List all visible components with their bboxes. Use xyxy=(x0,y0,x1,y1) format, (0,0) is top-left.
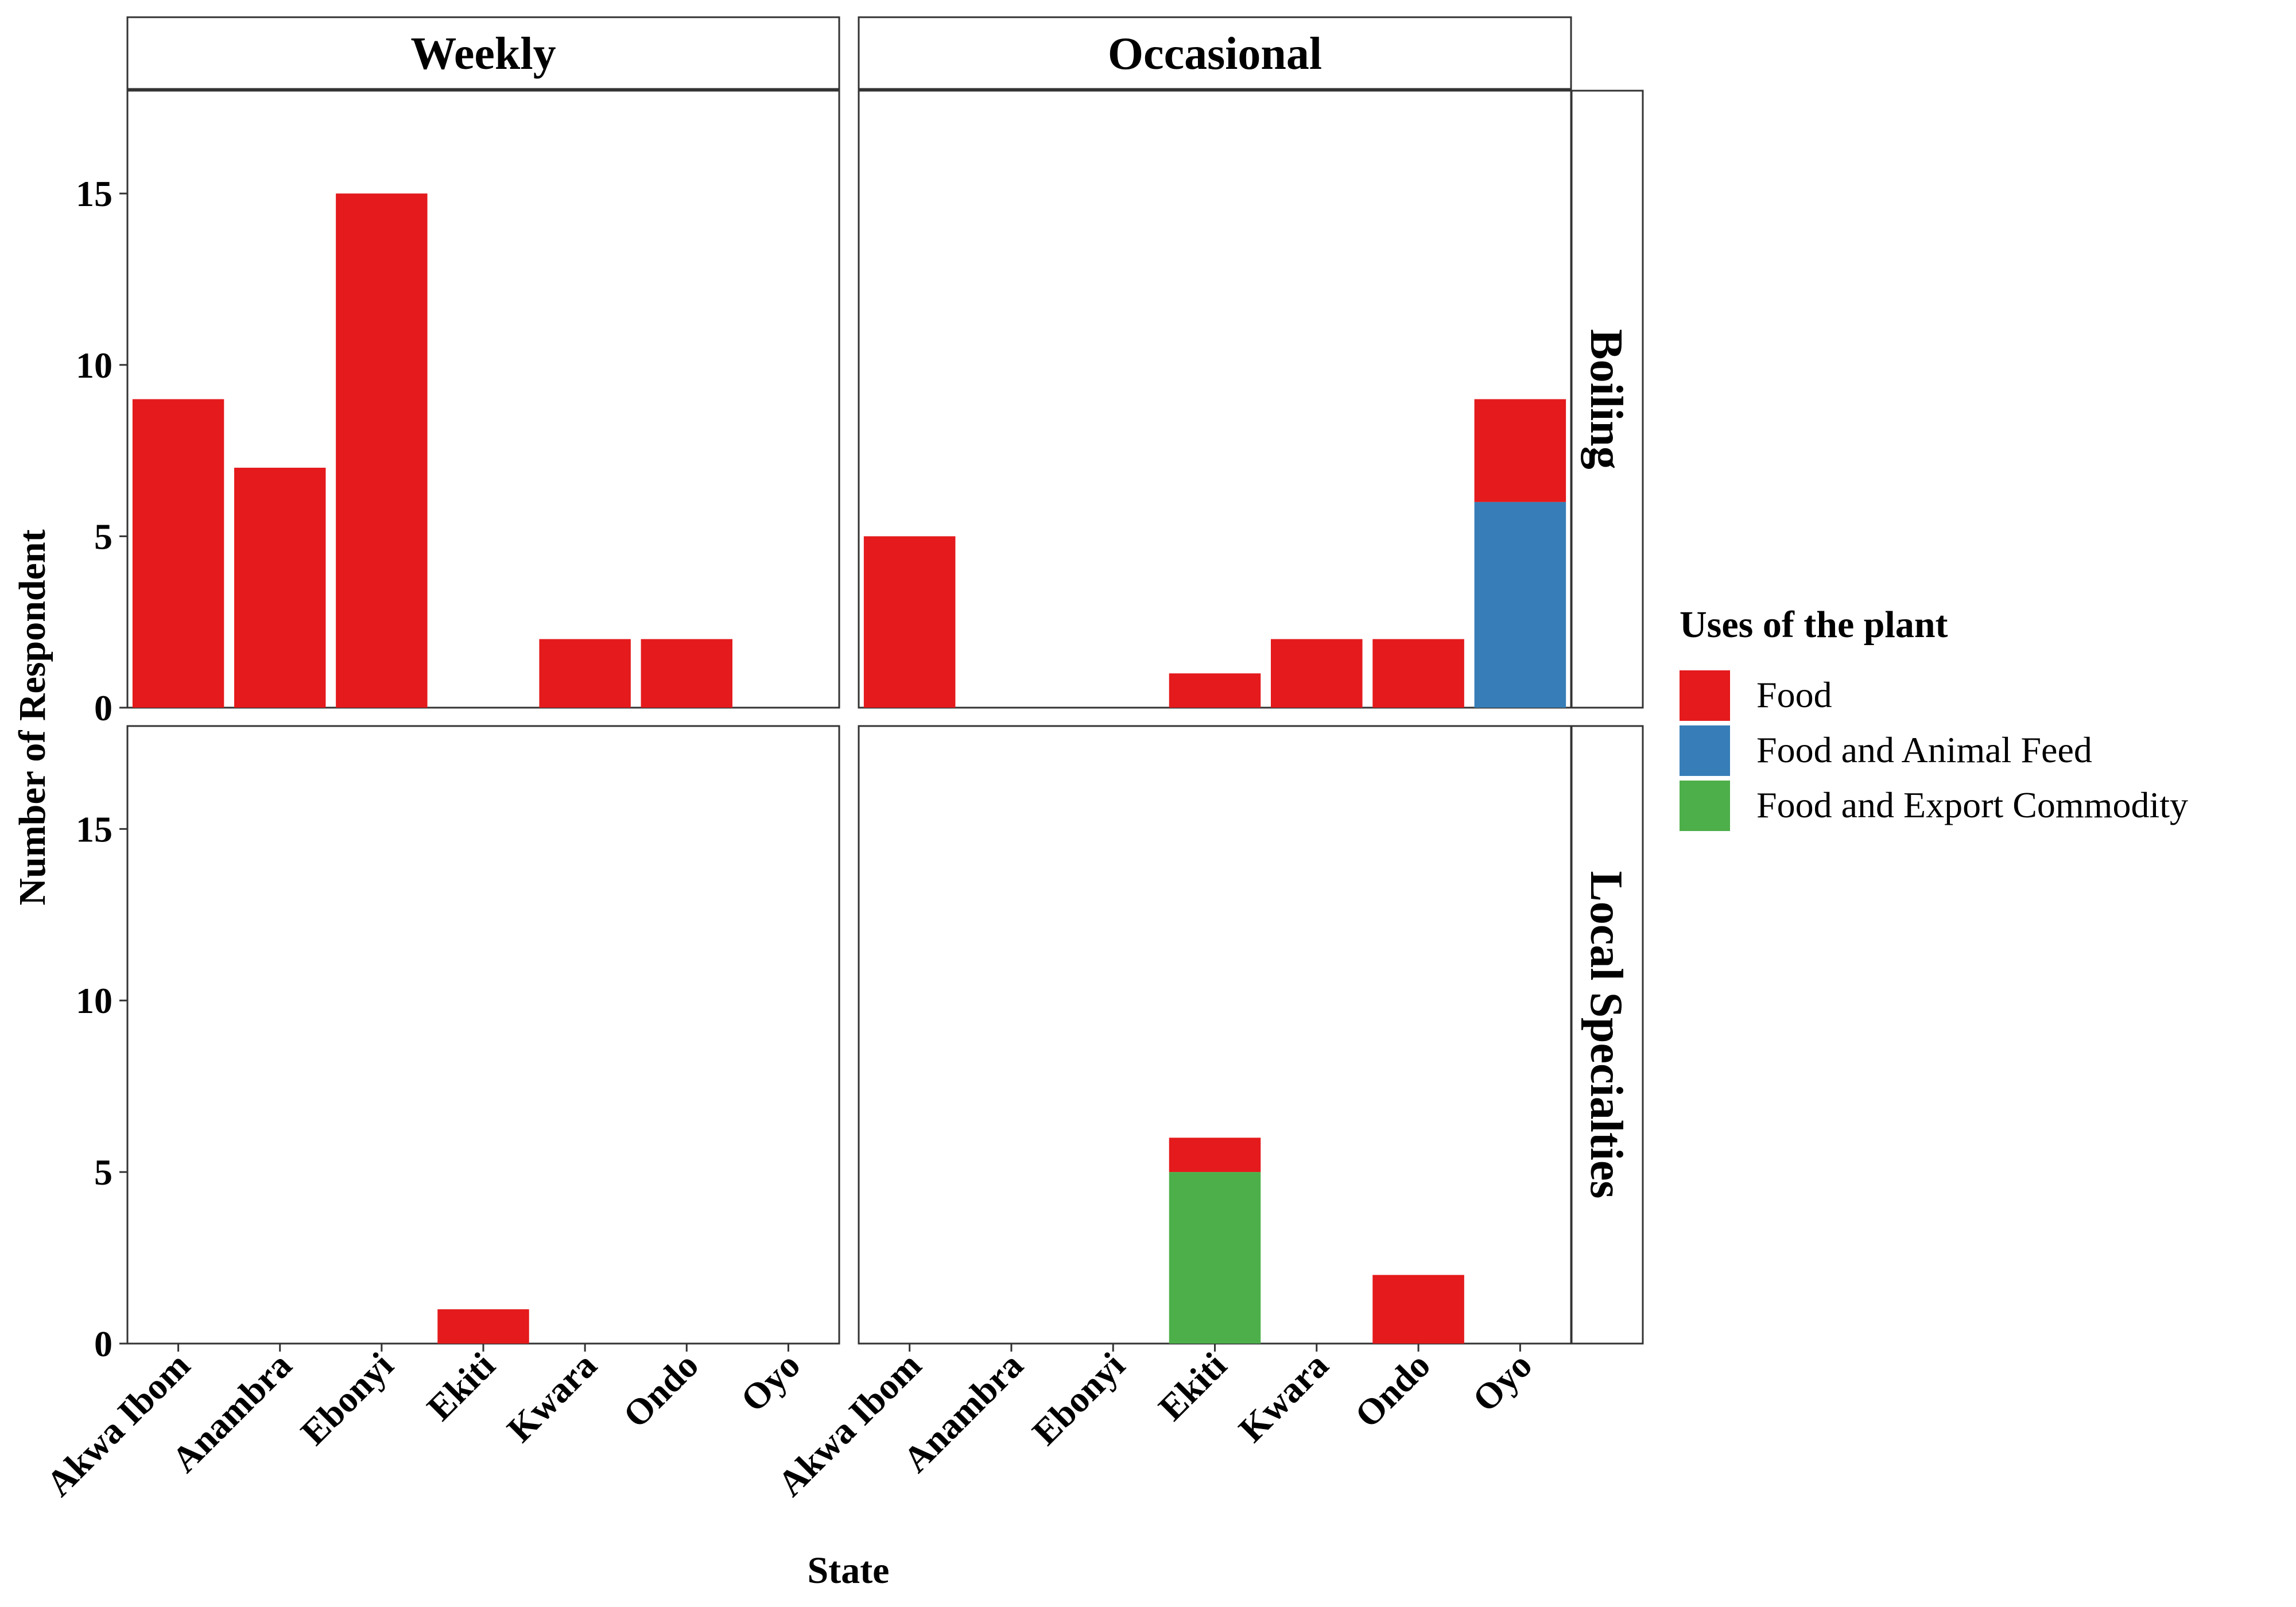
legend-label-food-and-animal-feed: Food and Animal Feed xyxy=(1756,729,2092,770)
bar-weekly-local-specialties-ekiti-food xyxy=(437,1309,529,1344)
y-tick-label: 0 xyxy=(94,1323,113,1364)
y-tick-label: 15 xyxy=(76,173,113,214)
legend-key-food-and-animal-feed xyxy=(1680,725,1730,776)
column-facet-strips: Weekly Occasional xyxy=(126,16,1572,90)
bar-weekly-boiling-anambra-food xyxy=(234,467,326,708)
x-tick-label-ekiti: Ekiti xyxy=(1151,1345,1235,1429)
legend-key-food xyxy=(1680,670,1730,721)
bar-weekly-boiling-kwara-food xyxy=(539,639,631,708)
x-tick-label-ondo: Ondo xyxy=(1347,1345,1438,1435)
legend-label-food-and-export-commodity: Food and Export Commodity xyxy=(1756,785,2188,825)
panel-border xyxy=(858,90,1572,709)
bar-occasional-boiling-ekiti-food xyxy=(1169,673,1261,708)
row-strip-boiling xyxy=(1570,90,1644,709)
x-tick-label-ekiti: Ekiti xyxy=(419,1345,503,1429)
y-tick-label: 5 xyxy=(94,1152,113,1193)
row-strip-label-boiling: Boiling xyxy=(1581,329,1631,469)
legend-key-food-and-export-commodity xyxy=(1680,781,1730,831)
panel-occasional-boiling xyxy=(858,90,1572,709)
x-tick-label-ondo: Ondo xyxy=(615,1345,706,1435)
x-tick-label-kwara: Kwara xyxy=(1231,1345,1336,1450)
legend: Uses of the plant Food Food and Animal Fe… xyxy=(1680,604,2188,831)
y-axis-title: Number of Respondent xyxy=(11,529,53,905)
x-tick-label-oyo: Oyo xyxy=(1465,1345,1540,1420)
x-tick-label-akwa-ibom: Akwa Ibom xyxy=(38,1345,198,1504)
facet-panels xyxy=(126,90,1572,1345)
bar-occasional-boiling-akwa-ibom-food xyxy=(863,536,956,708)
column-strip-label-occasional: Occasional xyxy=(1108,29,1322,79)
bar-weekly-boiling-ebonyi-food xyxy=(336,193,428,708)
panel-weekly-local-specialties xyxy=(126,725,840,1345)
y-tick-label: 10 xyxy=(76,980,113,1021)
bar-occasional-local-specialties-ekiti-food xyxy=(1169,1138,1261,1173)
x-tick-label-oyo: Oyo xyxy=(733,1345,808,1420)
column-strip-weekly xyxy=(126,16,840,90)
row-strip-label-local-specialties: Local Specialties xyxy=(1581,871,1631,1198)
legend-title: Uses of the plant xyxy=(1680,604,1948,646)
x-tick-label-kwara: Kwara xyxy=(499,1345,604,1450)
bar-weekly-boiling-akwa-ibom-food xyxy=(132,399,224,708)
bar-occasional-boiling-oyo-food-and-animal-feed xyxy=(1474,502,1566,708)
panel-border xyxy=(126,725,840,1345)
bar-occasional-local-specialties-ondo-food xyxy=(1372,1275,1464,1344)
panel-occasional-local-specialties xyxy=(858,725,1572,1345)
bar-occasional-local-specialties-ekiti-food-and-export-commodity xyxy=(1169,1172,1261,1344)
x-tick-label-ebonyi: Ebonyi xyxy=(1025,1345,1133,1453)
y-tick-label: 10 xyxy=(76,345,113,386)
y-tick-label: 5 xyxy=(94,516,113,557)
bar-occasional-boiling-kwara-food xyxy=(1271,639,1363,708)
x-tick-label-ebonyi: Ebonyi xyxy=(293,1345,401,1453)
bar-weekly-boiling-ondo-food xyxy=(641,639,732,708)
row-facet-strips: Boiling Local Specialties xyxy=(1570,90,1644,1345)
column-strip-label-weekly: Weekly xyxy=(410,29,556,79)
y-axes: 0 5 10 15 0 5 10 15 xyxy=(76,173,127,1364)
x-axis-title: State xyxy=(808,1550,890,1592)
panel-weekly-boiling xyxy=(126,90,840,709)
legend-label-food: Food xyxy=(1756,674,1832,715)
y-tick-label: 15 xyxy=(76,809,113,849)
y-tick-label: 0 xyxy=(94,688,113,728)
bar-occasional-boiling-oyo-food xyxy=(1474,399,1566,502)
row-strip-local-specialties xyxy=(1570,725,1644,1345)
column-strip-occasional xyxy=(858,16,1572,90)
bar-occasional-boiling-ondo-food xyxy=(1372,639,1464,708)
